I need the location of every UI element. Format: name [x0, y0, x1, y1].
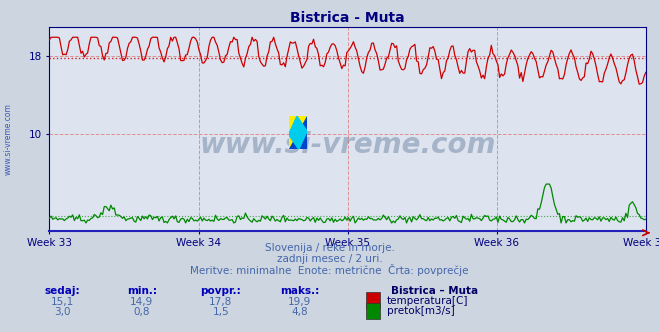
Text: 3,0: 3,0: [54, 307, 71, 317]
Text: 19,9: 19,9: [288, 297, 312, 307]
Polygon shape: [289, 116, 307, 149]
Title: Bistrica - Muta: Bistrica - Muta: [291, 11, 405, 25]
Text: 4,8: 4,8: [291, 307, 308, 317]
Polygon shape: [289, 116, 307, 149]
Text: 14,9: 14,9: [130, 297, 154, 307]
Text: 1,5: 1,5: [212, 307, 229, 317]
Text: Bistrica – Muta: Bistrica – Muta: [391, 286, 478, 296]
Text: www.si-vreme.com: www.si-vreme.com: [200, 131, 496, 159]
Text: povpr.:: povpr.:: [200, 286, 241, 296]
Polygon shape: [289, 116, 307, 149]
Text: 15,1: 15,1: [51, 297, 74, 307]
Text: sedaj:: sedaj:: [45, 286, 80, 296]
Text: 17,8: 17,8: [209, 297, 233, 307]
Text: Meritve: minimalne  Enote: metrične  Črta: povprečje: Meritve: minimalne Enote: metrične Črta:…: [190, 264, 469, 276]
Text: min.:: min.:: [127, 286, 157, 296]
Text: 0,8: 0,8: [133, 307, 150, 317]
Text: pretok[m3/s]: pretok[m3/s]: [387, 306, 455, 316]
Text: Slovenija / reke in morje.: Slovenija / reke in morje.: [264, 243, 395, 253]
Text: maks.:: maks.:: [280, 286, 320, 296]
Text: zadnji mesec / 2 uri.: zadnji mesec / 2 uri.: [277, 254, 382, 264]
Text: www.si-vreme.com: www.si-vreme.com: [3, 104, 13, 175]
Text: temperatura[C]: temperatura[C]: [387, 296, 469, 306]
